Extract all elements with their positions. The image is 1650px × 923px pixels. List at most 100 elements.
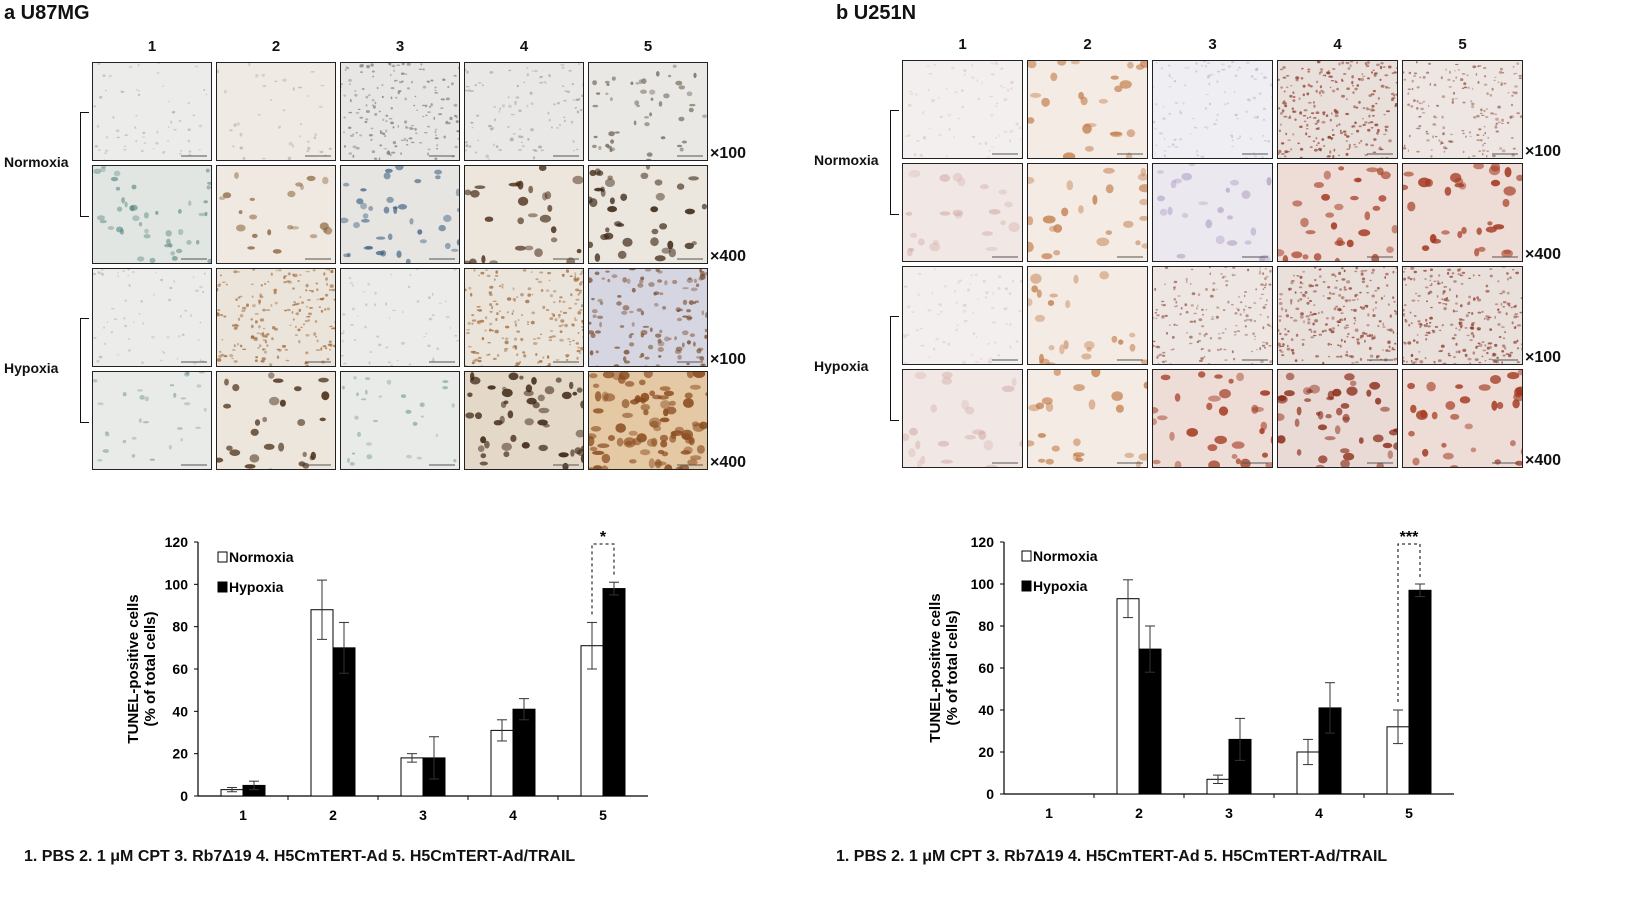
micrograph-image <box>340 268 460 367</box>
micrograph-image <box>1152 60 1273 159</box>
legend-swatch <box>217 581 228 593</box>
micrograph-image <box>92 165 212 264</box>
micrograph-image <box>902 266 1023 365</box>
micrograph-image <box>902 163 1023 262</box>
legend-label: Normoxia <box>1033 548 1098 564</box>
condition-bracket <box>890 315 899 421</box>
magnification-label: ×400 <box>710 248 747 265</box>
legend-label: Normoxia <box>229 549 294 565</box>
column-label: 2 <box>271 38 281 55</box>
micrograph-image <box>1277 266 1398 365</box>
panel-a: a U87MG 1 2 3 4 5 ×100 ×400 ×100 ×400 Normoxia Hyp… <box>0 0 820 923</box>
condition-bracket <box>80 111 89 217</box>
micrograph-image <box>1402 60 1523 159</box>
y-axis-label-line: (% of total cells) <box>142 611 159 726</box>
micrograph-image <box>1277 369 1398 468</box>
magnification-label: ×400 <box>1525 246 1562 263</box>
y-tick-label: 100 <box>971 576 995 592</box>
micrograph-image <box>1402 369 1523 468</box>
x-tick-label: 5 <box>599 807 607 823</box>
bar-chart: 0 20 40 60 80 100 120 1 2 3 4 5 * Normoxia Hypoxia TUNE… <box>125 530 648 823</box>
legend-swatch <box>217 551 228 563</box>
x-tick-label: 5 <box>1405 805 1413 821</box>
micrograph-image <box>902 60 1023 159</box>
y-tick-label: 100 <box>165 576 189 592</box>
micrograph-image <box>1027 60 1148 159</box>
y-axis-label: TUNEL-positive cells (% of total cells) <box>927 593 961 742</box>
y-axis-label-line: TUNEL-positive cells <box>927 593 944 742</box>
condition-bracket <box>890 109 899 215</box>
condition-label: Hypoxia <box>4 360 59 376</box>
micrograph-image <box>92 62 212 161</box>
y-tick-label: 40 <box>172 703 188 719</box>
treatment-legend: 1. PBS 2. 1 μM CPT 3. Rb7Δ19 4. H5CmTERT… <box>24 848 576 865</box>
micrograph-image <box>1152 266 1273 365</box>
bar-hypoxia <box>602 588 626 797</box>
micrograph-image <box>588 62 708 161</box>
micrograph-image <box>1277 163 1398 262</box>
x-tick-label: 1 <box>1045 805 1053 821</box>
micrograph-image <box>1027 266 1148 365</box>
y-tick-label: 80 <box>978 618 994 634</box>
y-axis-label-line: TUNEL-positive cells <box>125 594 142 743</box>
column-label: 4 <box>1333 36 1342 53</box>
legend-swatch <box>1021 550 1032 562</box>
micrograph-image <box>216 62 336 161</box>
bar-normoxia <box>400 757 424 797</box>
micrograph-image <box>1152 369 1273 468</box>
micrograph-image <box>216 371 336 470</box>
bar-chart: 0 20 40 60 80 100 120 1 2 3 4 5 *** Normoxia Hypoxia TU… <box>927 530 1454 821</box>
legend-label: Hypoxia <box>1033 578 1088 594</box>
micrograph-image <box>1402 163 1523 262</box>
bar-hypoxia <box>512 708 536 797</box>
magnification-label: ×100 <box>710 351 747 368</box>
micrograph-image <box>902 369 1023 468</box>
magnification-label: ×100 <box>710 145 747 162</box>
condition-bracket <box>80 317 89 423</box>
micrograph-image <box>92 268 212 367</box>
y-tick-label: 0 <box>986 786 994 802</box>
micrograph-image <box>340 371 460 470</box>
panel-b: b U251N 1 2 3 4 5 ×100 ×400 ×100 ×400 Normoxia Hyp… <box>814 0 1650 923</box>
y-tick-label: 20 <box>978 744 994 760</box>
panel-title: b U251N <box>836 2 917 24</box>
y-tick-label: 80 <box>172 619 188 635</box>
y-tick-label: 20 <box>172 746 188 762</box>
y-tick-label: 60 <box>978 660 994 676</box>
x-tick-label: 4 <box>1315 805 1323 821</box>
magnification-label: ×400 <box>1525 452 1562 469</box>
significance-marker: *** <box>1400 530 1419 546</box>
x-tick-label: 2 <box>1135 805 1143 821</box>
magnification-label: ×400 <box>710 454 747 471</box>
column-label: 3 <box>395 38 405 55</box>
column-label: 3 <box>1208 36 1217 53</box>
x-tick-label: 1 <box>239 807 247 823</box>
micrograph-image <box>1152 163 1273 262</box>
micrograph-image <box>464 165 584 264</box>
micrograph-image <box>340 62 460 161</box>
x-tick-label: 3 <box>1225 805 1233 821</box>
y-axis-label: TUNEL-positive cells (% of total cells) <box>125 594 159 743</box>
condition-label: Hypoxia <box>814 358 869 374</box>
magnification-label: ×100 <box>1525 349 1562 366</box>
micrograph-image <box>1402 266 1523 365</box>
column-label: 5 <box>643 38 653 55</box>
bar-normoxia <box>1116 598 1140 795</box>
column-label: 4 <box>519 38 529 55</box>
y-axis-label-line: (% of total cells) <box>944 610 961 725</box>
micrograph-image <box>340 165 460 264</box>
micrograph-image <box>464 371 584 470</box>
treatment-legend: 1. PBS 2. 1 μM CPT 3. Rb7Δ19 4. H5CmTERT… <box>836 848 1388 865</box>
column-label: 5 <box>1458 36 1467 53</box>
x-tick-label: 4 <box>509 807 517 823</box>
legend-swatch <box>1021 580 1032 592</box>
panel-title: a U87MG <box>4 2 90 24</box>
condition-label: Normoxia <box>4 154 69 170</box>
micrograph-image <box>216 165 336 264</box>
y-tick-label: 120 <box>165 534 189 550</box>
y-tick-label: 120 <box>971 534 995 550</box>
micrograph-image <box>216 268 336 367</box>
micrograph-image <box>1027 163 1148 262</box>
micrograph-image <box>464 62 584 161</box>
micrograph-image <box>588 165 708 264</box>
